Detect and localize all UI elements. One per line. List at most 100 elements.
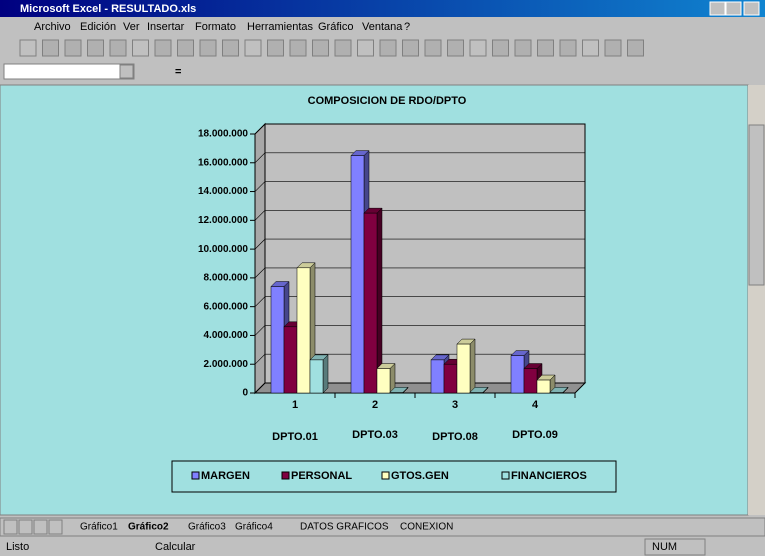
tab-scroll-button[interactable] <box>48 519 63 535</box>
toolbar-button[interactable] <box>289 39 307 57</box>
menu-item[interactable]: Archivo <box>34 21 71 33</box>
sheet-tab[interactable]: Gráfico2 <box>128 522 169 533</box>
menu-item[interactable]: Gráfico <box>318 21 353 33</box>
sheet-tab[interactable]: CONEXION <box>400 522 453 533</box>
y-tick-label: 16.000.000 <box>198 157 248 168</box>
tab-scroll-button[interactable] <box>18 519 33 535</box>
toolbar-button[interactable] <box>627 39 644 57</box>
bar-front <box>510 355 525 394</box>
status-num: NUM <box>652 541 677 553</box>
status-calculate: Calcular <box>155 541 196 553</box>
toolbar-button[interactable] <box>514 39 532 57</box>
bar-front <box>350 155 365 394</box>
y-tick-label: 0 <box>242 388 248 399</box>
toolbar-button[interactable] <box>469 39 487 57</box>
menu-item[interactable]: Formato <box>195 21 236 33</box>
bar-side <box>322 354 329 394</box>
toolbar-button[interactable] <box>604 39 622 57</box>
bar <box>376 362 396 394</box>
scroll-thumb[interactable] <box>748 124 765 286</box>
sheet-tabs: Gráfico1 Gráfico2 Gráfico3 Gráfico4 DATOS GR… <box>3 519 453 535</box>
menu-bar: Archivo Edición Ver Insertar Formato Herramie… <box>34 21 410 33</box>
side-wall <box>254 122 266 395</box>
legend-label: FINANCIEROS <box>511 470 587 482</box>
grid-line <box>254 123 585 135</box>
toolbar-button[interactable] <box>334 39 352 57</box>
toolbar-button[interactable] <box>154 39 172 57</box>
chart-title: COMPOSICION DE RDO/DPTO <box>308 95 467 107</box>
y-tick-label: 10.000.000 <box>198 244 248 255</box>
legend-label: PERSONAL <box>291 470 352 482</box>
toolbar-button[interactable] <box>19 39 37 57</box>
tab-scroll-button[interactable] <box>3 519 18 535</box>
toolbar-button[interactable] <box>267 39 284 57</box>
y-tick-label: 6.000.000 <box>204 301 249 312</box>
toolbar-button[interactable] <box>402 39 419 57</box>
y-tick-label: 8.000.000 <box>204 273 249 284</box>
bar-front <box>389 392 404 394</box>
toolbar <box>19 39 644 57</box>
toolbar-button[interactable] <box>222 39 239 57</box>
toolbar-button[interactable] <box>492 39 509 57</box>
toolbar-button[interactable] <box>132 39 149 57</box>
toolbar-button[interactable] <box>64 39 82 57</box>
grid-line <box>254 325 585 336</box>
toolbar-button[interactable] <box>199 39 217 57</box>
legend-swatch <box>381 471 390 480</box>
maximize-button[interactable] <box>725 1 742 16</box>
bar-front <box>283 326 298 394</box>
name-box[interactable] <box>3 63 135 80</box>
formula-equals: = <box>175 66 181 78</box>
x-tick-label: 3 <box>452 399 458 411</box>
toolbar-button[interactable] <box>177 39 194 57</box>
grid-line <box>254 296 585 307</box>
menu-item[interactable]: ? <box>404 21 410 33</box>
name-box-dropdown[interactable] <box>119 64 134 79</box>
sheet-tab[interactable]: Gráfico4 <box>235 522 273 533</box>
bar-front <box>309 359 324 394</box>
toolbar-button[interactable] <box>312 39 329 57</box>
category-label: DPTO.01 <box>272 431 318 443</box>
menu-item[interactable]: Edición <box>80 21 116 33</box>
toolbar-button[interactable] <box>87 39 104 57</box>
sheet-tab[interactable]: Gráfico1 <box>80 522 118 533</box>
sheet-tab[interactable]: Gráfico3 <box>188 522 226 533</box>
legend-swatch <box>281 471 290 480</box>
num-indicator <box>644 538 706 556</box>
toolbar-button[interactable] <box>379 39 397 57</box>
toolbar-button[interactable] <box>537 39 554 57</box>
menu-item[interactable]: Ventana <box>362 21 403 33</box>
menu-item[interactable]: Ver <box>123 21 140 33</box>
toolbar-button[interactable] <box>447 39 464 57</box>
toolbar-button[interactable] <box>559 39 577 57</box>
bar <box>389 386 409 394</box>
toolbar-button[interactable] <box>582 39 599 57</box>
grid-line <box>254 181 585 192</box>
category-label: DPTO.08 <box>432 431 478 443</box>
bar-front <box>443 363 458 394</box>
close-button[interactable] <box>743 1 760 16</box>
bar-front <box>536 379 551 394</box>
menu-item[interactable]: Insertar <box>147 21 185 33</box>
tab-scroll-button[interactable] <box>33 519 48 535</box>
minimize-button[interactable] <box>709 1 726 16</box>
toolbar-button[interactable] <box>244 39 262 57</box>
category-label: DPTO.03 <box>352 429 398 441</box>
grid-line <box>254 382 585 394</box>
legend-swatch <box>191 471 200 480</box>
bar <box>363 207 383 394</box>
toolbar-button[interactable] <box>42 39 59 57</box>
bar-front <box>363 212 378 394</box>
bar-side <box>469 338 476 394</box>
sheet-tab[interactable]: DATOS GRAFICOS <box>300 522 389 533</box>
toolbar-button[interactable] <box>357 39 374 57</box>
bar <box>469 386 489 394</box>
grid-line <box>254 238 585 250</box>
toolbar-button[interactable] <box>424 39 442 57</box>
grid-line <box>254 210 585 221</box>
menu-item[interactable]: Herramientas <box>247 21 314 33</box>
toolbar-button[interactable] <box>109 39 127 57</box>
category-label: DPTO.09 <box>512 429 558 441</box>
bar-front <box>296 267 311 394</box>
